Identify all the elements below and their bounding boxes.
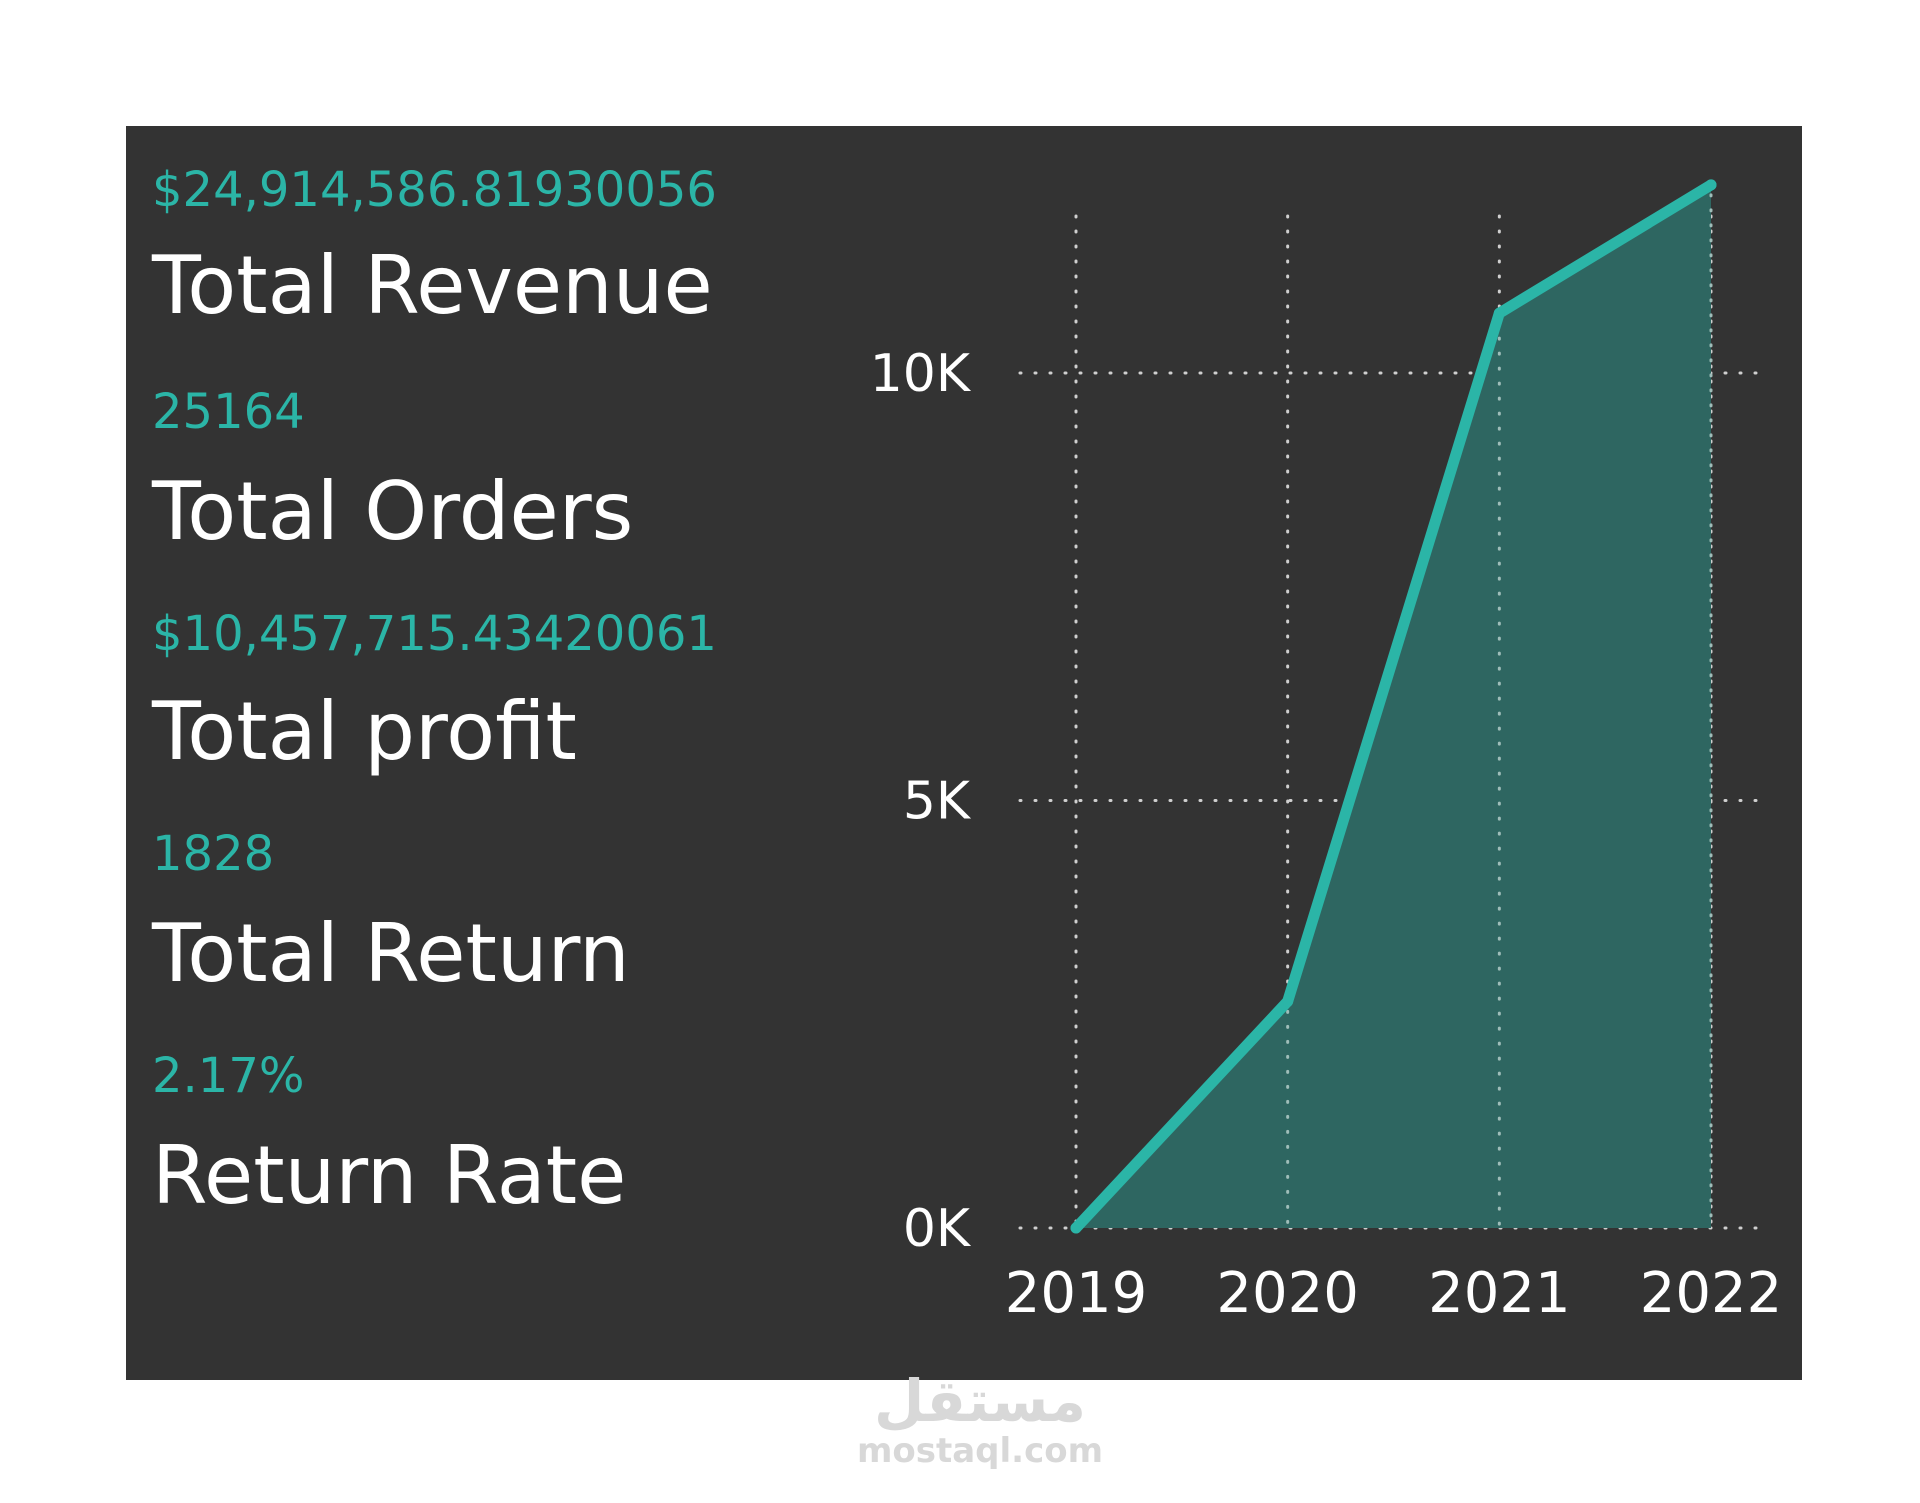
data-point-2021	[1493, 307, 1505, 319]
total-orders-label: Total Orders	[152, 465, 634, 558]
total-profit-label: Total profit	[152, 685, 577, 778]
area-fill	[1076, 184, 1711, 1228]
x-tick-label: 2021	[1428, 1261, 1571, 1326]
total-return-value: 1828	[152, 826, 275, 882]
y-tick-label: 0K	[903, 1199, 972, 1259]
total-profit-value: $10,457,715.43420061	[152, 606, 717, 662]
data-point-2020	[1282, 995, 1294, 1007]
data-point-2022	[1705, 179, 1717, 191]
x-tick-label: 2022	[1640, 1261, 1783, 1326]
watermark-site-text: mostaql.com	[856, 1430, 1104, 1471]
return-rate-value: 2.17%	[152, 1048, 305, 1104]
y-tick-label: 10K	[870, 344, 972, 404]
dashboard-panel: $24,914,586.81930056 Total Revenue 25164…	[126, 126, 1802, 1380]
series-line	[1070, 179, 1717, 1234]
total-return-label: Total Return	[152, 907, 630, 1000]
watermark-arabic-text: مستقل	[873, 1367, 1087, 1435]
orders-area-chart: 0K 5K 10K 2019 2020 2021 2022	[870, 179, 1783, 1326]
x-tick-label: 2019	[1005, 1261, 1148, 1326]
y-tick-label: 5K	[903, 772, 972, 832]
mostaql-watermark: مستقل mostaql.com	[830, 1367, 1130, 1471]
total-revenue-value: $24,914,586.81930056	[152, 162, 717, 218]
total-revenue-label: Total Revenue	[152, 239, 713, 332]
total-orders-value: 25164	[152, 384, 305, 440]
x-tick-label: 2020	[1216, 1261, 1359, 1326]
data-point-2019	[1070, 1222, 1082, 1234]
return-rate-label: Return Rate	[152, 1129, 627, 1222]
